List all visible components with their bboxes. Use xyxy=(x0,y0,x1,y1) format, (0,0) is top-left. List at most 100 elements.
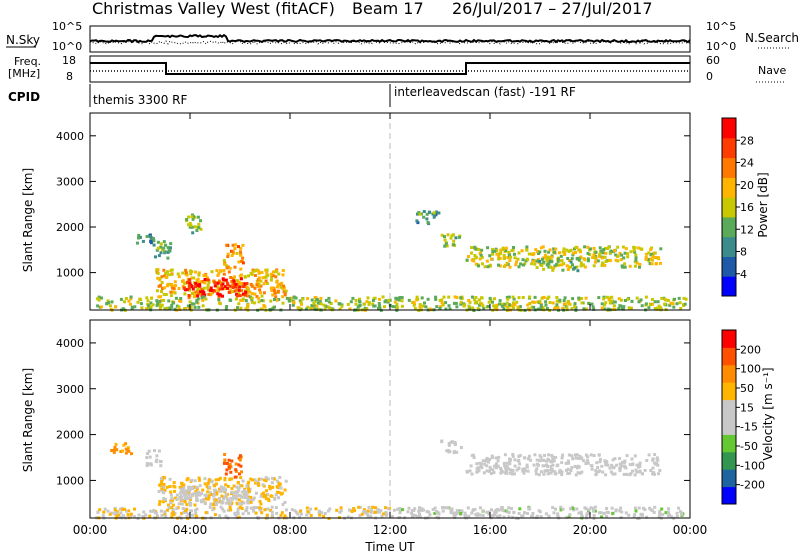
velocity-echo-cell xyxy=(299,512,303,516)
power-echo-cell xyxy=(612,304,616,308)
power-echo-patch xyxy=(185,213,203,235)
velocity-echo-patch xyxy=(222,453,243,479)
velocity-echo-cell xyxy=(527,454,531,458)
power-echo-cell xyxy=(157,295,161,299)
velocity-echo-cell xyxy=(599,457,602,461)
power-echo-cell xyxy=(231,243,235,247)
power-echo-cell xyxy=(257,271,261,275)
power-echo-cell xyxy=(565,264,569,268)
velocity-echo-cell xyxy=(202,498,205,501)
velocity-echo-cell xyxy=(446,448,450,452)
power-echo-cell xyxy=(228,288,232,292)
power-echo-cell xyxy=(262,282,266,286)
power-echo-cell xyxy=(513,256,517,260)
power-echo-cell xyxy=(444,242,448,246)
velocity-echo-cell xyxy=(157,489,161,493)
power-echo-cell xyxy=(551,268,555,272)
velocity-echo-cell xyxy=(103,507,107,511)
power-echo-cell xyxy=(250,292,254,296)
velocity-echo-cell xyxy=(268,484,272,488)
power-echo-cell xyxy=(351,296,355,300)
power-echo-cell xyxy=(223,287,227,291)
power-echo-cell xyxy=(679,307,683,310)
power-echo-cell xyxy=(244,290,248,294)
velocity-echo-cell xyxy=(453,513,457,517)
power-echo-cell xyxy=(378,304,382,308)
velocity-echo-cell xyxy=(386,507,390,511)
nave-label: Nave xyxy=(758,64,786,77)
velocity-echo-cell xyxy=(173,489,176,493)
power-ylabel: Slant Range [km] xyxy=(21,168,35,272)
power-echo-cell xyxy=(166,273,170,277)
velocity-echo-cell xyxy=(240,495,244,499)
power-echo-cell xyxy=(619,258,623,262)
velocity-echo-cell xyxy=(305,506,309,510)
power-echo-cell xyxy=(272,270,275,274)
velocity-echo-cell xyxy=(168,477,172,481)
power-echo-cell xyxy=(499,248,503,252)
velocity-echo-cell xyxy=(658,469,662,472)
velocity-echo-cell xyxy=(262,478,266,482)
power-echo-cell xyxy=(638,263,642,266)
power-echo-cell xyxy=(553,264,557,268)
velocity-echo-cell xyxy=(234,462,238,466)
velocity-echo-cell xyxy=(609,470,613,474)
power-echo-cell xyxy=(509,255,512,259)
velocity-echo-cell xyxy=(169,493,173,497)
power-echo-cell xyxy=(520,249,524,253)
power-echo-cell xyxy=(139,302,143,306)
power-echo-cell xyxy=(647,251,651,255)
velocity-echo-cell xyxy=(651,466,655,470)
freq-trace xyxy=(90,62,690,75)
velocity-echo-cell xyxy=(270,476,274,480)
velocity-echo-cell xyxy=(199,499,203,503)
velocity-echo-cell xyxy=(410,515,414,519)
power-echo-cell xyxy=(191,217,195,221)
power-echo-cell xyxy=(201,280,205,283)
power-echo-cell xyxy=(191,231,195,235)
velocity-echo-cell xyxy=(249,500,253,504)
velocity-echo-cell xyxy=(527,457,530,461)
power-echo-cell xyxy=(271,307,275,311)
velocity-echo-cell xyxy=(620,460,624,464)
power-echo-cell xyxy=(129,297,133,301)
velocity-echo-cell xyxy=(398,509,402,513)
power-echo-cell xyxy=(551,266,555,270)
power-echo-cell xyxy=(371,299,375,302)
velocity-echo-cell xyxy=(277,496,281,500)
velocity-echo-cell xyxy=(466,506,470,510)
velocity-echo-cell xyxy=(605,507,609,510)
velocity-echo-cell xyxy=(602,511,606,515)
velocity-echo-cell xyxy=(226,508,230,512)
power-echo-cell xyxy=(188,281,192,285)
velocity-echo-cell xyxy=(406,510,410,514)
velocity-echo-cell xyxy=(504,509,508,513)
power-echo-cell xyxy=(151,303,155,307)
velocity-echo-patch xyxy=(465,453,662,477)
power-echo-cell xyxy=(512,297,516,301)
velocity-echo-cell xyxy=(178,491,182,495)
power-echo-cell xyxy=(555,262,559,266)
power-echo-cell xyxy=(586,259,590,263)
power-echo-cell xyxy=(310,298,314,302)
power-echo-cell xyxy=(531,300,534,304)
velocity-echo-cell xyxy=(398,515,402,519)
velocity-echo-cell xyxy=(170,515,174,519)
power-echo-cell xyxy=(241,297,245,301)
power-echo-cell xyxy=(287,297,291,301)
velocity-echo-cell xyxy=(455,450,459,454)
velocity-echo-cell xyxy=(207,485,211,489)
power-echo-cell xyxy=(609,249,613,253)
velocity-echo-cell xyxy=(255,506,259,509)
velocity-echo-cell xyxy=(156,514,159,518)
velocity-echo-cell xyxy=(640,513,644,516)
power-echo-cell xyxy=(283,293,287,297)
power-echo-patch xyxy=(535,256,583,273)
power-echo-cell xyxy=(451,233,455,237)
velocity-echo-cell xyxy=(358,514,362,518)
velocity-echo-cell xyxy=(263,508,267,512)
power-echo-cell xyxy=(250,300,254,304)
velocity-echo-cell xyxy=(273,497,277,501)
power-echo-cell xyxy=(260,307,264,311)
power-echo-cell xyxy=(256,280,260,284)
